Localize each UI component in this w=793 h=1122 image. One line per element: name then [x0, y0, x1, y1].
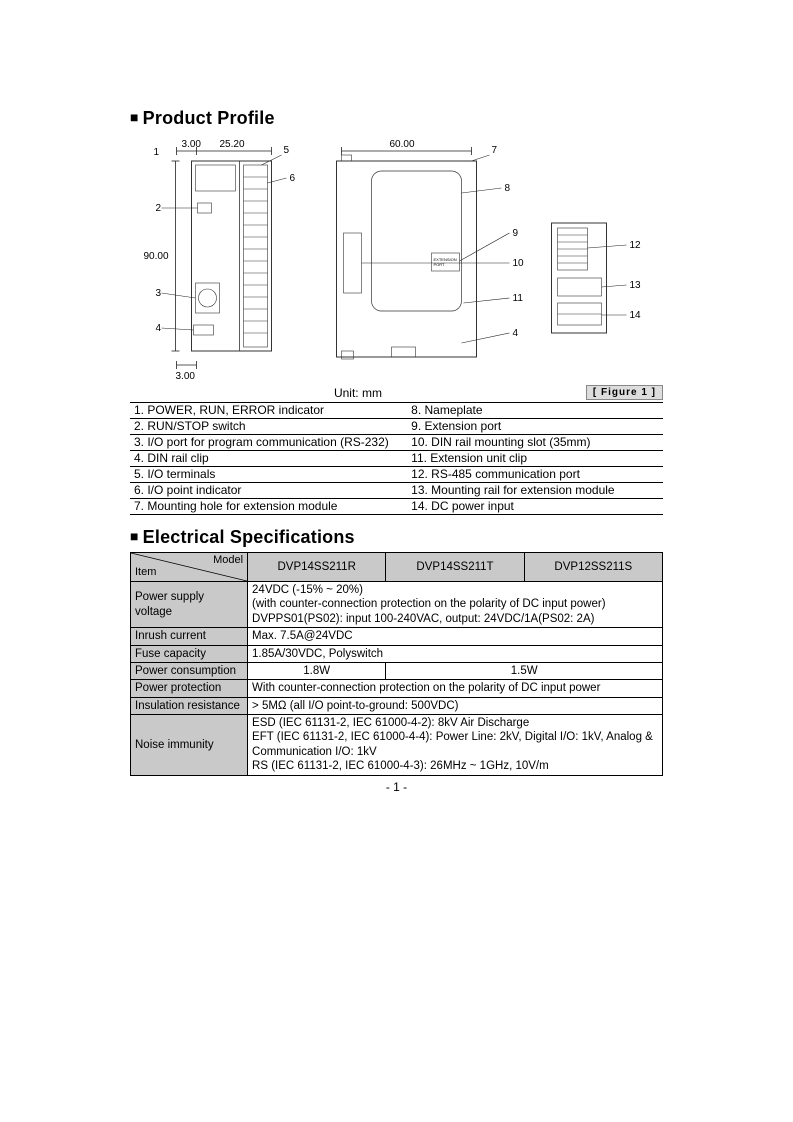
callout-4: 4 — [156, 323, 162, 334]
bullet-icon: ■ — [130, 109, 139, 125]
parts-right: 14. DC power input — [407, 499, 663, 515]
parts-left: 1. POWER, RUN, ERROR indicator — [130, 403, 407, 419]
callout-13: 13 — [630, 280, 642, 291]
dim-60: 60.00 — [390, 139, 415, 150]
spec-row: Power supply voltage 24VDC (-15% ~ 20%) … — [131, 582, 663, 628]
spec-col-2: DVP12SS211S — [524, 553, 662, 582]
callout-6: 6 — [290, 173, 296, 184]
parts-right: 11. Extension unit clip — [407, 451, 663, 467]
spec-value: Max. 7.5A@24VDC — [248, 628, 663, 645]
spec-row: Inrush current Max. 7.5A@24VDC — [131, 628, 663, 645]
spec-col-0: DVP14SS211R — [248, 553, 386, 582]
profile-title-text: Product Profile — [143, 108, 275, 128]
callout-14: 14 — [630, 310, 642, 321]
parts-left: 3. I/O port for program communication (R… — [130, 435, 407, 451]
parts-right: 13. Mounting rail for extension module — [407, 483, 663, 499]
table-row: 4. DIN rail clip11. Extension unit clip — [130, 451, 663, 467]
parts-right: 12. RS-485 communication port — [407, 467, 663, 483]
spec-label: Insulation resistance — [131, 697, 248, 714]
spec-value: > 5MΩ (all I/O point-to-ground: 500VDC) — [248, 697, 663, 714]
spec-label: Power protection — [131, 680, 248, 697]
callout-4b: 4 — [513, 328, 519, 339]
callout-2: 2 — [156, 203, 162, 214]
parts-left: 2. RUN/STOP switch — [130, 419, 407, 435]
spec-table: Model Item DVP14SS211R DVP14SS211T DVP12… — [130, 552, 663, 776]
parts-left: 6. I/O point indicator — [130, 483, 407, 499]
spec-row: Fuse capacity 1.85A/30VDC, Polyswitch — [131, 645, 663, 662]
callout-7: 7 — [492, 145, 498, 156]
parts-left: 7. Mounting hole for extension module — [130, 499, 407, 515]
spec-value: 1.5W — [386, 662, 663, 679]
spec-label: Inrush current — [131, 628, 248, 645]
table-row: 6. I/O point indicator13. Mounting rail … — [130, 483, 663, 499]
section-title-elec: ■Electrical Specifications — [130, 527, 663, 548]
callout-5: 5 — [284, 145, 290, 156]
parts-left: 5. I/O terminals — [130, 467, 407, 483]
callout-8: 8 — [505, 183, 511, 194]
parts-right: 9. Extension port — [407, 419, 663, 435]
hdr-item: Item — [135, 566, 156, 580]
spec-value: 1.8W — [248, 662, 386, 679]
spec-label: Noise immunity — [131, 715, 248, 776]
spec-value: With counter-connection protection on th… — [248, 680, 663, 697]
parts-left: 4. DIN rail clip — [130, 451, 407, 467]
parts-table: 1. POWER, RUN, ERROR indicator8. Namepla… — [130, 402, 663, 515]
spec-label: Fuse capacity — [131, 645, 248, 662]
callout-9: 9 — [513, 228, 519, 239]
dim-2520: 25.20 — [220, 139, 245, 150]
spec-value: 1.85A/30VDC, Polyswitch — [248, 645, 663, 662]
callout-11: 11 — [513, 293, 524, 304]
hdr-model: Model — [213, 554, 243, 568]
callout-1: 1 — [154, 147, 160, 158]
table-row: 2. RUN/STOP switch9. Extension port — [130, 419, 663, 435]
spec-label: Power consumption — [131, 662, 248, 679]
table-row: 5. I/O terminals12. RS-485 communication… — [130, 467, 663, 483]
spec-header-item: Model Item — [131, 553, 248, 582]
table-row: 7. Mounting hole for extension module14.… — [130, 499, 663, 515]
table-row: 3. I/O port for program communication (R… — [130, 435, 663, 451]
figure-label: [ Figure 1 ] — [586, 385, 663, 400]
spec-label: Power supply voltage — [131, 582, 248, 628]
spec-header-row: Model Item DVP14SS211R DVP14SS211T DVP12… — [131, 553, 663, 582]
spec-row: Noise immunity ESD (IEC 61131-2, IEC 610… — [131, 715, 663, 776]
parts-right: 10. DIN rail mounting slot (35mm) — [407, 435, 663, 451]
callout-10: 10 — [513, 258, 525, 269]
spec-row: Insulation resistance > 5MΩ (all I/O poi… — [131, 697, 663, 714]
bullet-icon: ■ — [130, 528, 139, 544]
spec-row: Power consumption 1.8W 1.5W — [131, 662, 663, 679]
dim-3a: 3.00 — [182, 139, 202, 150]
spec-col-1: DVP14SS211T — [386, 553, 524, 582]
product-diagram: 3.00 25.20 1 — [130, 133, 663, 383]
unit-row: Unit: mm [ Figure 1 ] — [130, 385, 663, 400]
unit-label: Unit: mm — [130, 386, 586, 400]
callout-12: 12 — [630, 240, 642, 251]
table-row: 1. POWER, RUN, ERROR indicator8. Namepla… — [130, 403, 663, 419]
parts-right: 8. Nameplate — [407, 403, 663, 419]
dim-3b: 3.00 — [176, 371, 196, 382]
spec-value: ESD (IEC 61131-2, IEC 61000-4-2): 8kV Ai… — [248, 715, 663, 776]
callout-3: 3 — [156, 288, 162, 299]
section-title-profile: ■Product Profile — [130, 108, 663, 129]
elec-title-text: Electrical Specifications — [143, 527, 355, 547]
page-number: - 1 - — [130, 780, 663, 794]
spec-row: Power protection With counter-connection… — [131, 680, 663, 697]
spec-value: 24VDC (-15% ~ 20%) (with counter-connect… — [248, 582, 663, 628]
dim-90: 90.00 — [144, 251, 169, 262]
